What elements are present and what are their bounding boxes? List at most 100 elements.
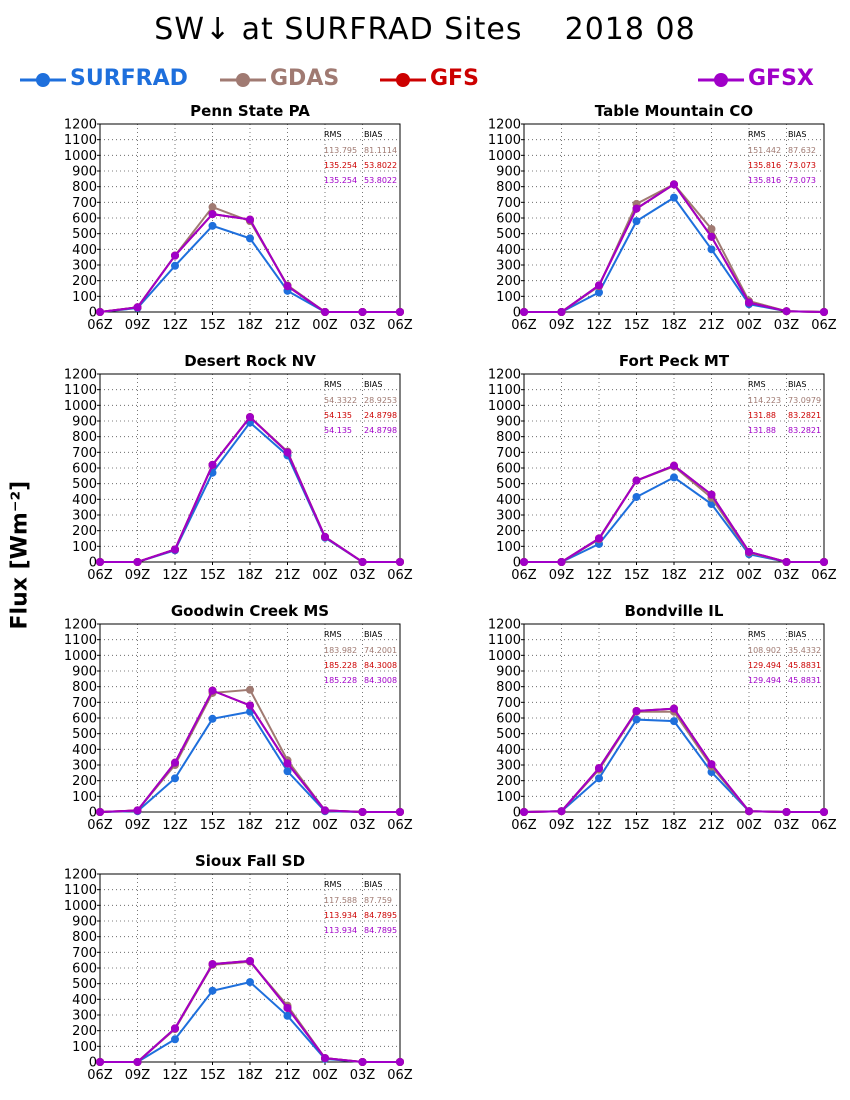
x-tick-label: 06Z	[511, 318, 537, 333]
data-point	[96, 1058, 104, 1066]
x-tick-label: 09Z	[125, 1068, 151, 1083]
stats-bias-value: 53.8022	[364, 176, 397, 185]
chart-title: Table Mountain CO	[595, 102, 753, 120]
y-tick-label: 200	[72, 774, 97, 789]
y-tick-label: 900	[72, 915, 97, 930]
x-tick-label: 06Z	[87, 1068, 113, 1083]
y-tick-label: 700	[72, 696, 97, 711]
data-point	[632, 476, 641, 485]
y-tick-label: 700	[72, 946, 97, 961]
y-tick-label: 100	[72, 790, 97, 805]
x-tick-label: 06Z	[387, 818, 413, 833]
x-tick-label: 12Z	[162, 1068, 188, 1083]
y-tick-label: 400	[496, 743, 521, 758]
chart-panel: 0100200300400500600700800900100011001200…	[64, 852, 413, 1083]
y-tick-label: 900	[72, 165, 97, 180]
data-point	[745, 298, 753, 307]
data-point	[171, 758, 179, 767]
stats-rms-value: 114.223	[748, 396, 781, 405]
data-point	[208, 203, 217, 212]
y-tick-label: 0	[513, 306, 521, 321]
data-point	[283, 282, 292, 291]
x-tick-label: 18Z	[661, 568, 687, 583]
data-point	[670, 717, 678, 726]
legend-label: GFS	[430, 66, 479, 91]
chart-title: Penn State PA	[190, 102, 310, 120]
stats-bias-value: 83.2821	[788, 411, 821, 420]
x-tick-label: 00Z	[312, 1068, 338, 1083]
y-tick-label: 1100	[64, 883, 97, 898]
stats-rms-header: RMS	[324, 630, 342, 639]
data-point	[707, 245, 716, 254]
x-tick-label: 18Z	[237, 568, 263, 583]
x-tick-label: 06Z	[811, 568, 837, 583]
stats-bias-value: 87.759	[364, 896, 392, 905]
y-tick-label: 400	[72, 243, 97, 258]
stats-rms-value: 54.135	[324, 411, 352, 420]
stats-bias-header: BIAS	[788, 380, 806, 389]
data-point	[707, 232, 716, 241]
stats-bias-value: 81.1114	[364, 146, 397, 155]
y-tick-label: 700	[496, 696, 521, 711]
y-tick-label: 800	[496, 680, 521, 695]
y-tick-label: 300	[496, 259, 521, 274]
stats-bias-header: BIAS	[788, 630, 806, 639]
y-tick-label: 800	[72, 930, 97, 945]
data-point	[208, 714, 217, 723]
data-point	[246, 685, 254, 694]
y-tick-label: 500	[72, 727, 97, 742]
x-tick-label: 18Z	[237, 818, 263, 833]
data-point	[520, 808, 528, 816]
data-point	[557, 807, 566, 816]
y-tick-label: 200	[72, 1024, 97, 1039]
chart-title: Desert Rock NV	[184, 352, 316, 370]
y-tick-label: 700	[496, 196, 521, 211]
y-tick-label: 100	[72, 540, 97, 555]
data-point	[246, 956, 254, 965]
stats-bias-value: 84.7895	[364, 926, 397, 935]
chart-panel: 0100200300400500600700800900100011001200…	[488, 602, 837, 833]
legend-line-icon	[380, 73, 426, 87]
data-point	[96, 308, 104, 316]
stats-rms-value: 131.88	[748, 411, 776, 420]
y-tick-label: 700	[72, 196, 97, 211]
data-point	[782, 307, 791, 316]
data-point	[820, 558, 828, 566]
x-tick-label: 03Z	[350, 568, 376, 583]
data-point	[396, 1058, 404, 1066]
y-tick-label: 900	[496, 665, 521, 680]
y-tick-label: 800	[72, 180, 97, 195]
x-tick-label: 00Z	[312, 818, 338, 833]
y-tick-label: 800	[496, 430, 521, 445]
y-tick-label: 1000	[488, 149, 521, 164]
data-point	[283, 1011, 292, 1020]
y-tick-label: 900	[496, 415, 521, 430]
y-tick-label: 400	[496, 493, 521, 508]
stats-bias-value: 84.3008	[364, 661, 397, 670]
y-tick-label: 1100	[64, 133, 97, 148]
data-point	[396, 808, 404, 816]
stats-rms-value: 135.254	[324, 161, 357, 170]
x-tick-label: 12Z	[162, 568, 188, 583]
legend-label: SURFRAD	[70, 66, 188, 91]
stats-rms-value: 131.88	[748, 426, 776, 435]
stats-rms-value: 113.934	[324, 926, 357, 935]
stats-rms-value: 54.3322	[324, 396, 357, 405]
x-tick-label: 03Z	[774, 318, 800, 333]
y-tick-label: 200	[496, 524, 521, 539]
data-point	[782, 808, 791, 816]
stats-bias-value: 73.073	[788, 176, 816, 185]
x-tick-label: 09Z	[549, 568, 575, 583]
x-tick-label: 03Z	[350, 318, 376, 333]
x-tick-label: 18Z	[237, 318, 263, 333]
data-point	[670, 704, 678, 713]
y-tick-label: 600	[72, 712, 97, 727]
y-tick-label: 100	[496, 790, 521, 805]
data-point	[208, 210, 217, 219]
y-tick-label: 100	[72, 290, 97, 305]
y-tick-label: 200	[496, 274, 521, 289]
data-point	[246, 978, 254, 987]
stats-rms-value: 108.902	[748, 646, 781, 655]
stats-bias-value: 84.3008	[364, 676, 397, 685]
